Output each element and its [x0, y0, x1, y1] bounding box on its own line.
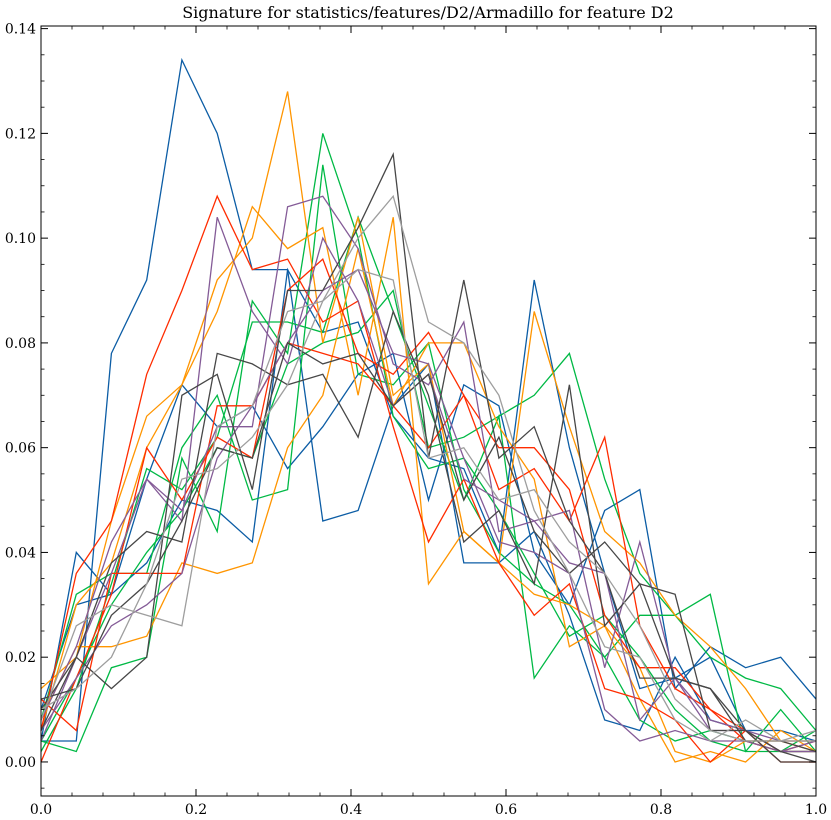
y-tick-label: 0.08 [5, 336, 36, 352]
y-tick-label: 0.10 [5, 231, 36, 247]
series-line-15 [40, 195, 816, 742]
series-line-16 [40, 268, 816, 753]
series-line-6 [40, 289, 816, 753]
series-line-18 [40, 309, 817, 763]
series-line-9 [40, 205, 817, 763]
axes-layer: 0.0 0.2 0.4 0.6 0.8 1.0 0.00 0.02 0.04 0.06 0.08 0.… [5, 22, 827, 818]
axes-frame [40, 25, 817, 797]
series-layer [40, 57, 817, 763]
series-line-1 [40, 352, 817, 742]
y-tick-label: 0.00 [5, 755, 36, 771]
series-line-8 [40, 91, 816, 742]
series-line-11 [40, 194, 816, 763]
x-tick-label: 0.6 [495, 802, 517, 818]
y-tick-label: 0.14 [5, 22, 36, 38]
series-line-21 [40, 268, 816, 742]
x-tick-label: 1.0 [805, 802, 827, 818]
series-line-3 [40, 267, 817, 742]
y-tick-label: 0.02 [5, 650, 36, 666]
series-line-10 [40, 248, 817, 763]
x-tick-label: 0.4 [340, 802, 362, 818]
y-tick-label: 0.06 [5, 441, 36, 457]
series-line-19 [40, 341, 817, 753]
series-line-12 [40, 257, 816, 763]
chart-title: Signature for statistics/features/D2/Arm… [182, 3, 674, 22]
x-tick-label: 0.8 [650, 802, 672, 818]
series-line-14 [40, 216, 817, 753]
x-tick-label: 0.2 [185, 802, 207, 818]
y-tick-label: 0.04 [5, 545, 36, 561]
series-line-7 [40, 215, 817, 752]
series-line-20 [40, 194, 817, 742]
y-tick-label: 0.12 [5, 126, 36, 142]
x-tick-label: 0.0 [30, 802, 52, 818]
